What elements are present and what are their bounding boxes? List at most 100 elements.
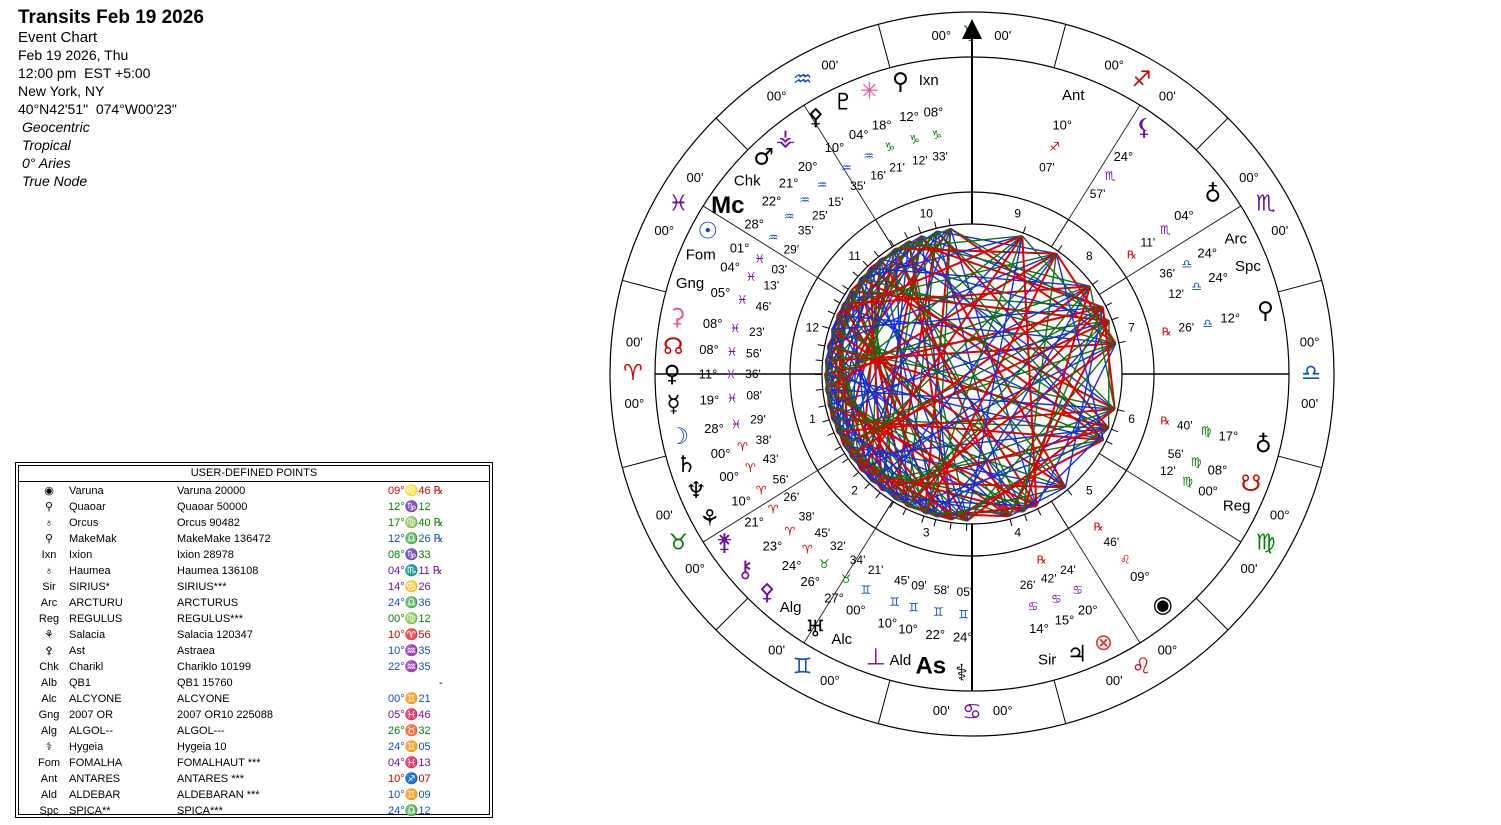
sign-glyph: ♓	[669, 192, 689, 217]
sign-divider	[715, 597, 749, 631]
sign-glyph: ♏	[1256, 192, 1276, 217]
sign-divider	[1053, 680, 1067, 724]
house-cusp-ext	[1126, 470, 1242, 543]
body-degree: 08°	[699, 342, 719, 357]
body-minute: 12'	[1168, 287, 1184, 301]
point-code: Gng	[38, 709, 60, 721]
body-glyph: Arc	[1224, 231, 1247, 248]
house-number: 11	[848, 249, 861, 263]
point-full-name: ARCTURUS	[177, 597, 239, 609]
body-tick	[1057, 245, 1063, 252]
point-position: 04°♏11 ℞	[388, 565, 443, 577]
aspect-line	[1064, 307, 1104, 488]
sign-degree: 00°	[1158, 642, 1178, 657]
sign-minute: 00'	[994, 28, 1011, 43]
point-code: ◉	[44, 485, 54, 497]
body-glyph: ⊗	[1094, 630, 1113, 656]
sign-glyph: ♎	[1301, 361, 1321, 386]
body-degree: 22°	[925, 627, 945, 642]
body-tick	[1111, 428, 1119, 433]
point-position: 00°♊21	[388, 693, 431, 705]
body-sign: ♈	[737, 440, 748, 454]
aspect-line	[935, 320, 1110, 518]
table-row: Ant ANTARES ANTARES *** 10°♐07	[19, 771, 489, 787]
body-tick	[1105, 440, 1113, 445]
point-full-name: Astraea	[177, 645, 215, 657]
body-minute: 36'	[745, 367, 761, 381]
point-position: 17°♍40 ℞	[388, 517, 444, 529]
body-glyph: ♄	[676, 452, 697, 478]
body-tick	[1022, 226, 1027, 234]
point-position: 26°♉32	[388, 725, 431, 737]
body-tick	[1067, 489, 1073, 496]
wheel-ring	[609, 11, 1335, 737]
point-name: REGULUS	[69, 613, 123, 625]
point-full-name: ANTARES ***	[177, 773, 245, 785]
point-code: Alg	[41, 725, 57, 737]
point-full-name: Ixion 28978	[177, 549, 234, 561]
body-degree: 00°	[1198, 484, 1218, 499]
point-code: ⚘	[44, 629, 54, 641]
aspect-line	[924, 408, 1116, 514]
body-tick	[1118, 340, 1126, 344]
body-minute: 38'	[799, 510, 815, 524]
body-degree: 10°	[825, 140, 845, 155]
point-name: SPICA**	[69, 805, 111, 817]
chart-setting: 0° Aries	[22, 155, 71, 171]
body-minute: 21'	[889, 160, 905, 174]
body-sign: ♒	[817, 178, 828, 192]
body-sign: ♊	[861, 583, 872, 597]
aspect-line	[825, 360, 1037, 507]
point-code: Arc	[40, 597, 58, 609]
house-cusp-ext	[1068, 528, 1141, 644]
body-degree: 21°	[779, 176, 799, 191]
point-full-name: Chariklo 10199	[177, 661, 251, 673]
aspect-line	[827, 345, 1010, 517]
point-full-name: SPICA***	[177, 805, 223, 817]
aspect-line	[831, 285, 1091, 420]
aspect-line	[860, 277, 1116, 345]
body-tick	[1111, 316, 1119, 321]
body-minute: 32'	[830, 539, 846, 553]
sign-glyph: ♍	[1256, 531, 1276, 556]
table-row: Sir SIRIUS* SIRIUS*** 14°♋26	[19, 579, 489, 595]
sign-degree: 00°	[654, 223, 674, 238]
sign-minute: 00'	[1241, 561, 1258, 576]
body-tick	[822, 419, 830, 423]
body-degree: 08°	[703, 316, 723, 331]
body-glyph: ⚲	[1257, 298, 1274, 324]
body-degree: 04°	[1174, 208, 1194, 223]
sign-minute: 00'	[933, 703, 950, 718]
body-minute: 26'	[1178, 321, 1194, 335]
sign-divider	[1278, 279, 1322, 293]
body-tick	[902, 508, 907, 516]
aspect-line	[860, 235, 1023, 280]
body-tick	[862, 260, 869, 267]
point-code: ⚴	[44, 645, 54, 657]
body-glyph: ◉	[1153, 592, 1173, 618]
sign-degree: 00°	[1104, 58, 1124, 73]
body-degree: 09°	[1130, 569, 1150, 584]
aspect-line	[895, 247, 1057, 255]
point-full-name: REGULUS***	[177, 613, 244, 625]
point-full-name: FOMALHAUT ***	[177, 757, 261, 769]
body-sign: ♒	[799, 193, 810, 207]
sign-divider	[622, 279, 666, 293]
point-position: 12°♎26 ℞	[388, 533, 444, 545]
body-retrograde: ℞	[1037, 554, 1047, 566]
aspect-line	[881, 408, 1115, 491]
aspect-line	[966, 235, 1023, 522]
point-code: Fom	[38, 757, 60, 769]
body-tick	[817, 344, 825, 347]
body-tick	[934, 221, 937, 229]
body-glyph: ♁	[1255, 432, 1272, 458]
body-minute: 58'	[934, 583, 950, 597]
body-glyph: ☊	[663, 334, 683, 360]
sign-glyph: ♉	[669, 531, 689, 556]
aspect-line	[850, 290, 1104, 308]
sign-minute: 00'	[1106, 673, 1123, 688]
body-sign: ♊	[908, 600, 919, 614]
sign-divider	[1053, 24, 1067, 68]
point-full-name: Orcus 90482	[177, 517, 240, 529]
